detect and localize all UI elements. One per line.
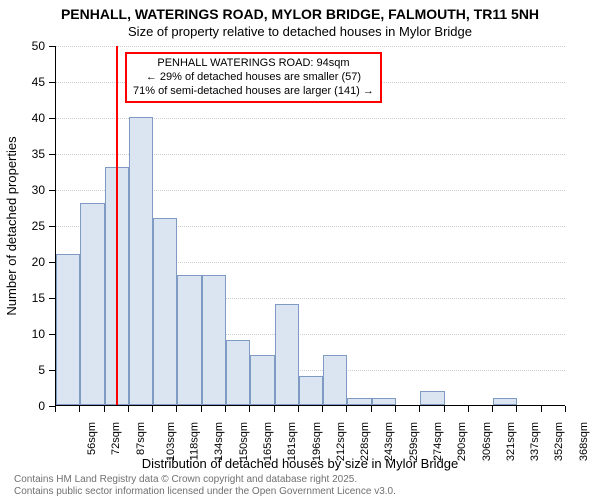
attribution-text: Contains HM Land Registry data © Crown c…: [14, 474, 396, 498]
x-tick: [104, 406, 105, 412]
chart-title-line1: PENHALL, WATERINGS ROAD, MYLOR BRIDGE, F…: [0, 6, 600, 22]
y-tick-label: 25: [5, 219, 45, 233]
y-tick-label: 35: [5, 147, 45, 161]
x-tick: [468, 406, 469, 412]
y-tick-label: 15: [5, 291, 45, 305]
x-tick-label: 87sqm: [135, 422, 147, 455]
histogram-bar: [372, 398, 396, 405]
x-tick: [322, 406, 323, 412]
y-tick-label: 30: [5, 183, 45, 197]
x-tick: [249, 406, 250, 412]
chart-title-line2: Size of property relative to detached ho…: [0, 24, 600, 39]
x-tick-label: 56sqm: [86, 422, 98, 455]
annotation-line1: PENHALL WATERINGS ROAD: 94sqm: [133, 57, 374, 71]
x-tick: [444, 406, 445, 412]
y-tick: [49, 226, 55, 227]
plot-area: PENHALL WATERINGS ROAD: 94sqm← 29% of de…: [55, 46, 565, 406]
histogram-bar: [177, 275, 201, 405]
y-tick: [49, 334, 55, 335]
x-tick: [346, 406, 347, 412]
x-axis-title: Distribution of detached houses by size …: [0, 456, 600, 471]
histogram-bar: [250, 355, 274, 405]
attribution-line1: Contains HM Land Registry data © Crown c…: [14, 474, 396, 486]
x-tick: [128, 406, 129, 412]
histogram-bar: [420, 391, 444, 405]
histogram-bar: [153, 218, 177, 405]
y-tick: [49, 190, 55, 191]
y-tick-label: 10: [5, 327, 45, 341]
y-tick: [49, 154, 55, 155]
x-tick: [371, 406, 372, 412]
annotation-line2: ← 29% of detached houses are smaller (57…: [133, 71, 374, 85]
histogram-bar: [299, 376, 323, 405]
x-tick: [201, 406, 202, 412]
y-tick-label: 5: [5, 363, 45, 377]
x-tick: [79, 406, 80, 412]
y-tick: [49, 118, 55, 119]
x-tick: [298, 406, 299, 412]
x-tick-label: 72sqm: [110, 422, 122, 455]
histogram-bar: [323, 355, 347, 405]
y-tick-label: 40: [5, 111, 45, 125]
annotation-box: PENHALL WATERINGS ROAD: 94sqm← 29% of de…: [125, 52, 382, 103]
y-tick: [49, 82, 55, 83]
x-tick: [274, 406, 275, 412]
y-tick: [49, 298, 55, 299]
x-tick: [419, 406, 420, 412]
histogram-bar: [226, 340, 250, 405]
y-tick-label: 45: [5, 75, 45, 89]
histogram-bar: [493, 398, 517, 405]
histogram-bar: [80, 203, 104, 405]
y-tick: [49, 370, 55, 371]
gridline: [56, 46, 565, 47]
annotation-line3: 71% of semi-detached houses are larger (…: [133, 85, 374, 99]
histogram-bar: [347, 398, 371, 405]
histogram-bar: [202, 275, 226, 405]
x-tick-label: 118sqm: [188, 422, 200, 460]
y-tick-label: 50: [5, 39, 45, 53]
property-size-histogram-figure: PENHALL, WATERINGS ROAD, MYLOR BRIDGE, F…: [0, 0, 600, 500]
x-tick: [152, 406, 153, 412]
x-tick: [516, 406, 517, 412]
y-tick: [49, 46, 55, 47]
x-tick: [395, 406, 396, 412]
x-tick: [565, 406, 566, 412]
x-tick: [176, 406, 177, 412]
x-tick: [541, 406, 542, 412]
histogram-bar: [56, 254, 80, 405]
y-tick-label: 0: [5, 399, 45, 413]
histogram-bar: [275, 304, 299, 405]
histogram-bar: [129, 117, 153, 405]
reference-line: [116, 46, 118, 405]
y-tick: [49, 262, 55, 263]
attribution-line2: Contains public sector information licen…: [14, 486, 396, 498]
x-tick: [492, 406, 493, 412]
x-tick: [55, 406, 56, 412]
y-tick-label: 20: [5, 255, 45, 269]
x-tick: [225, 406, 226, 412]
